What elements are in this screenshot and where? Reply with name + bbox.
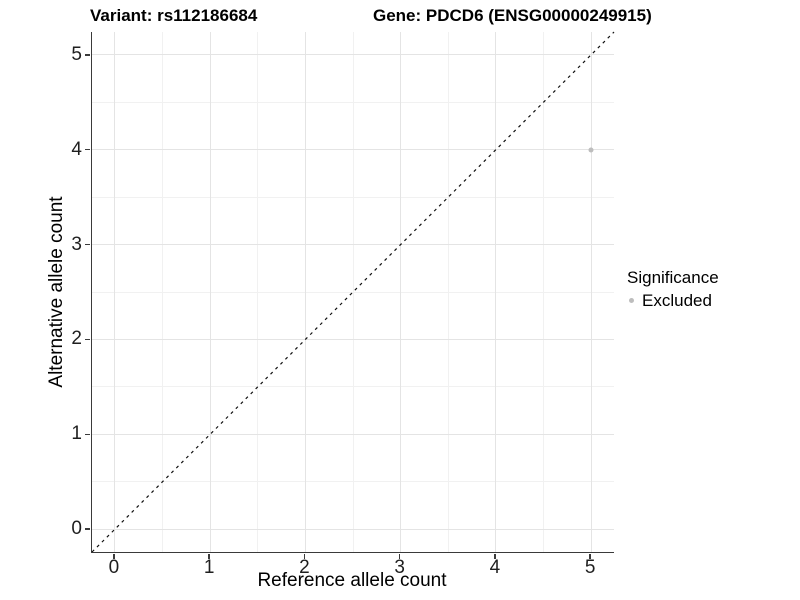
x-tick-label: 0 — [108, 557, 120, 578]
gridline-horizontal-major — [92, 54, 614, 56]
y-axis-tick — [84, 54, 90, 56]
y-axis-tick — [84, 148, 90, 151]
plot-panel — [91, 31, 615, 553]
gridline-horizontal-major — [92, 433, 614, 435]
x-axis-tick — [113, 553, 115, 559]
x-tick-label: 3 — [394, 557, 405, 578]
y-axis-tick — [84, 243, 90, 246]
gridline-horizontal-minor — [92, 291, 614, 293]
gridline-vertical-major — [304, 32, 306, 552]
x-tick-label: 1 — [203, 557, 215, 578]
y-tick-label: 5 — [71, 43, 82, 65]
x-axis-tick — [494, 553, 496, 559]
y-axis-tick — [84, 433, 90, 436]
excluded-point-icon — [629, 298, 634, 303]
gridline-vertical-major — [590, 32, 592, 552]
gridline-horizontal-major — [92, 528, 614, 530]
gridline-horizontal-minor — [92, 101, 614, 103]
gridline-horizontal-minor — [92, 481, 614, 483]
y-axis-tick — [84, 338, 90, 341]
legend-item-label: Excluded — [642, 291, 712, 310]
x-tick-label: 5 — [584, 557, 596, 578]
gridline-vertical-major — [495, 32, 497, 552]
y-axis-tick — [84, 528, 90, 530]
x-axis-tick — [303, 553, 306, 559]
x-axis-tick — [208, 553, 210, 559]
y-tick-label: 0 — [71, 518, 82, 540]
gridline-vertical-major — [209, 32, 211, 552]
x-tick-label: 2 — [299, 557, 310, 578]
gene-title: Gene: PDCD6 (ENSG00000249915) — [373, 6, 652, 25]
x-axis-title: Reference allele count — [257, 570, 447, 591]
identity-reference-line — [91, 31, 615, 553]
x-axis-tick — [589, 553, 591, 559]
gridline-horizontal-major — [92, 338, 614, 340]
legend: Significance Excluded — [627, 267, 719, 311]
x-tick-label: 4 — [489, 557, 501, 578]
y-axis-title: Alternative allele count — [46, 196, 67, 388]
y-tick-label: 4 — [71, 138, 82, 160]
x-axis-tick — [398, 553, 401, 559]
gridline-horizontal-major — [92, 244, 614, 246]
variant-title: Variant: rs112186684 — [90, 6, 258, 25]
y-tick-label: 2 — [71, 328, 82, 350]
gridline-horizontal-minor — [92, 386, 614, 388]
gridline-vertical-major — [400, 32, 402, 552]
data-point — [588, 147, 594, 153]
y-tick-label: 3 — [71, 233, 82, 255]
legend-item-excluded: Excluded — [627, 290, 719, 311]
legend-title: Significance — [627, 268, 719, 287]
y-tick-label: 1 — [71, 423, 82, 445]
gridline-vertical-major — [114, 32, 116, 552]
gridline-horizontal-minor — [92, 196, 614, 198]
gridline-horizontal-major — [92, 149, 614, 151]
